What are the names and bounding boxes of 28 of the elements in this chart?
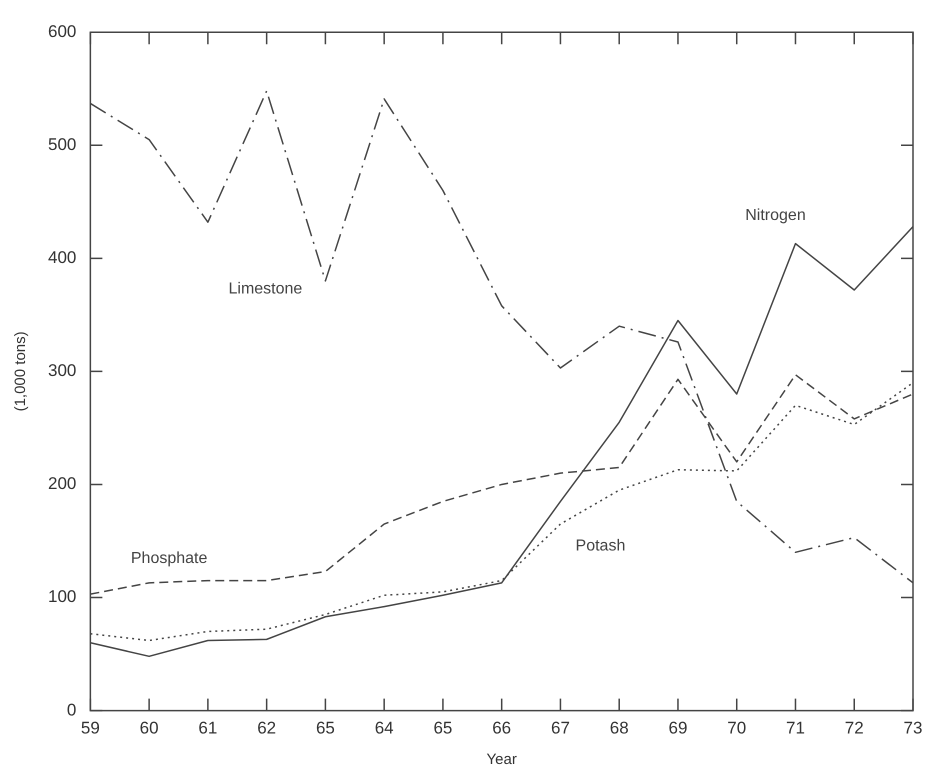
x-tick-label: 59 bbox=[80, 718, 100, 738]
y-tick-label: 100 bbox=[48, 587, 76, 606]
x-tick-label: 65 bbox=[433, 718, 452, 738]
y-tick-label: 500 bbox=[48, 134, 76, 154]
x-tick-label: 65 bbox=[316, 718, 335, 738]
series-label: Potash bbox=[576, 537, 626, 554]
x-tick-label: 61 bbox=[198, 718, 218, 738]
x-tick-label: 66 bbox=[492, 718, 512, 738]
x-axis-title: Year bbox=[486, 751, 517, 768]
y-tick-label: 600 bbox=[48, 22, 76, 41]
y-axis-title: (1,000 tons) bbox=[12, 331, 30, 412]
x-tick-label: 70 bbox=[727, 718, 746, 738]
y-tick-label: 300 bbox=[48, 361, 76, 380]
x-tick-label: 68 bbox=[610, 718, 629, 738]
series-label: Phosphate bbox=[130, 550, 208, 568]
x-tick-label: 64 bbox=[374, 718, 394, 738]
x-tick-label: 73 bbox=[904, 718, 922, 738]
series-label: Limestone bbox=[228, 280, 302, 298]
x-tick-label: 62 bbox=[257, 718, 276, 738]
y-tick-label: 400 bbox=[48, 248, 76, 268]
y-tick-label: 0 bbox=[66, 700, 76, 720]
x-tick-label: 69 bbox=[668, 718, 688, 738]
series-label: Nitrogen bbox=[745, 207, 806, 224]
x-tick-label: 67 bbox=[550, 718, 570, 738]
x-tick-label: 72 bbox=[844, 718, 864, 738]
x-tick-label: 60 bbox=[140, 718, 159, 738]
y-tick-label: 200 bbox=[48, 474, 76, 494]
x-tick-label: 71 bbox=[786, 718, 805, 738]
